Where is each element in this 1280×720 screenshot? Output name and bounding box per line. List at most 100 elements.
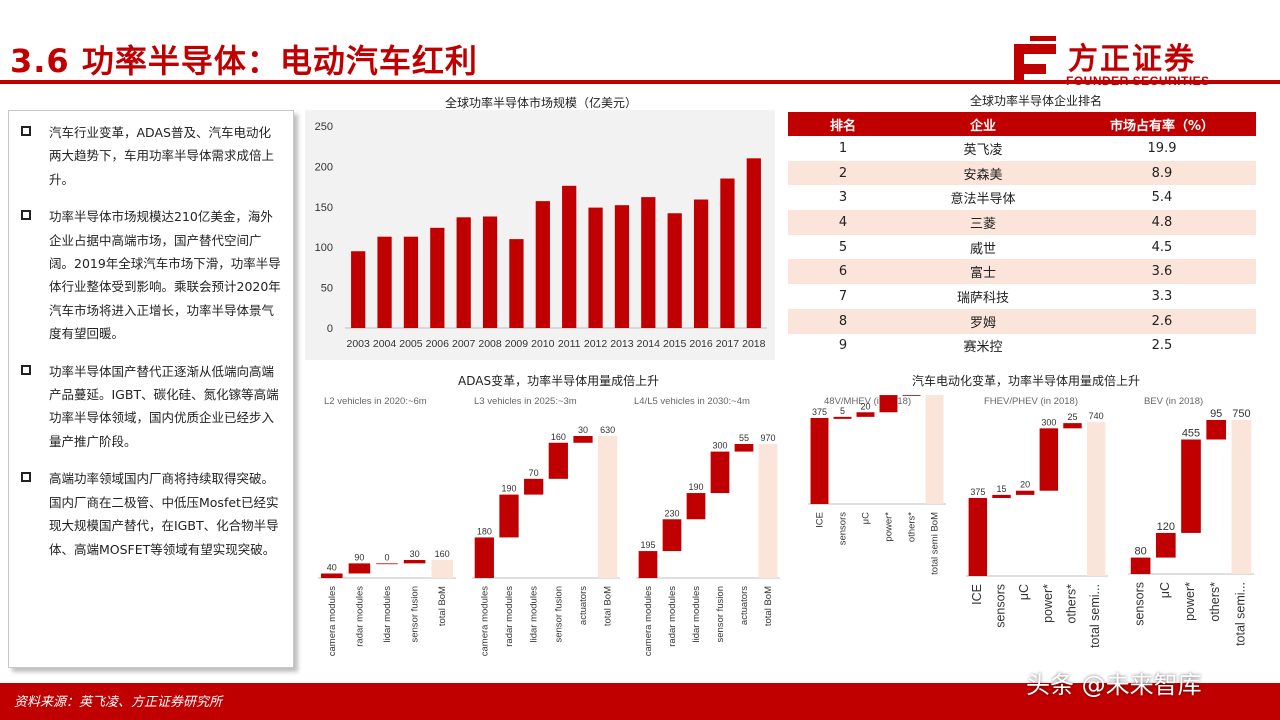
category-label: μC xyxy=(1158,582,1172,598)
category-label: others* xyxy=(1065,584,1079,624)
bar xyxy=(562,185,577,328)
footer-bar: 资料来源：英飞凌、方正证券研究所 xyxy=(0,683,1280,720)
share-cell: 3.3 xyxy=(1068,284,1256,309)
total-bar xyxy=(1231,420,1252,574)
waterfall-bar xyxy=(810,418,829,504)
source-note: 资料来源：英飞凌、方正证券研究所 xyxy=(14,695,223,710)
category-label: ICE xyxy=(815,512,826,528)
data-label: 30 xyxy=(578,425,588,435)
category-label: sensors xyxy=(994,584,1008,628)
waterfall-subtitle: FHEV/PHEV (in 2018) xyxy=(984,396,1078,407)
waterfall-bar xyxy=(902,395,921,396)
waterfall-bar xyxy=(1039,428,1059,491)
table-row: 4 三菱 4.8 xyxy=(788,210,1256,235)
rank-cell: 9 xyxy=(788,333,898,359)
bullet-text: 高端功率领域国内厂商将持续取得突破。国内厂商在二极管、中低压Mosfet已经实现… xyxy=(49,471,279,557)
table-row: 2 安森美 8.9 xyxy=(788,160,1256,186)
waterfall-bar xyxy=(403,560,426,564)
category-label: power* xyxy=(884,512,895,542)
category-label: lidar modules xyxy=(529,586,540,643)
column-header-company: 企业 xyxy=(898,112,1068,136)
bar xyxy=(667,213,682,328)
category-label: power* xyxy=(1041,584,1055,623)
x-tick-label: 2004 xyxy=(373,338,397,350)
column-header-share: 市场占有率（%） xyxy=(1068,112,1256,136)
bar xyxy=(456,217,471,328)
share-cell: 5.4 xyxy=(1068,185,1256,211)
category-label: actuators xyxy=(578,586,589,625)
category-label: actuators xyxy=(739,586,750,625)
waterfall-bar xyxy=(1015,490,1035,495)
waterfall-bar xyxy=(879,395,898,413)
table-row: 7 瑞萨科技 3.3 xyxy=(788,284,1256,309)
bullet-item: 功率半导体国产替代正逐渐从低端向高端产品蔓延。IGBT、碳化硅、氮化镓等高端功率… xyxy=(21,360,283,454)
x-tick-label: 2011 xyxy=(558,338,581,350)
bar xyxy=(693,199,709,328)
data-label: 475 xyxy=(927,392,942,394)
data-label: 70 xyxy=(529,468,539,478)
bar xyxy=(482,216,498,328)
table-row: 3 意法半导体 5.4 xyxy=(788,185,1256,211)
waterfall-bar xyxy=(856,412,875,417)
data-label: 95 xyxy=(1210,408,1222,420)
category-label: sensor fusion xyxy=(410,586,421,643)
waterfall-subtitle: BEV (in 2018) xyxy=(1144,396,1203,407)
waterfall-chart-bev: BEV (in 2018) 80 sensors 120 μC 455 power* 95 ot… xyxy=(1128,396,1254,646)
waterfall-bar xyxy=(638,551,658,578)
category-label: radar modules xyxy=(504,586,515,647)
category-label: sensor fusion xyxy=(715,586,726,643)
rank-cell: 3 xyxy=(788,185,898,211)
x-tick-label: 2018 xyxy=(742,338,766,350)
rank-cell: 7 xyxy=(788,284,898,309)
category-label: total semi... xyxy=(1088,584,1102,648)
data-label: 75 xyxy=(883,392,893,394)
square-bullet-icon xyxy=(21,364,31,375)
x-tick-label: 2007 xyxy=(452,338,476,350)
y-tick-label: 0 xyxy=(327,323,333,335)
bar xyxy=(588,207,603,328)
market-size-chart-panel: 0 50 100 150 200 250 2003 2004 2005 2006 2007 2008 2… xyxy=(305,110,775,360)
waterfall-chart-l3: L3 vehicles in 2025:~3m 180 camera modules… xyxy=(472,396,620,656)
rank-cell: 2 xyxy=(788,160,898,186)
waterfall-bar xyxy=(1130,557,1151,574)
bar xyxy=(641,197,656,328)
waterfall-bar xyxy=(1206,420,1227,440)
bullet-text: 汽车行业变革，ADAS普及、汽车电动化两大趋势下，车用功率半导体需求成倍上升。 xyxy=(49,125,275,187)
bar xyxy=(509,239,524,328)
page-title: 3.6 功率半导体：电动汽车红利 xyxy=(10,42,478,80)
ranking-table-body: 1 英飞凌 19.9 2 安森美 8.9 3 意法半导体 5.4 4 三菱 4.8 5 威世 4.5 6 富士 3… xyxy=(788,136,1256,359)
data-label: 160 xyxy=(435,549,450,559)
data-label: 375 xyxy=(812,407,827,417)
x-tick-label: 2006 xyxy=(426,338,450,350)
title-divider xyxy=(0,80,1280,84)
waterfall-subtitle: L2 vehicles in 2020:~6m xyxy=(324,396,427,407)
square-bullet-icon xyxy=(21,126,31,136)
bar xyxy=(535,201,550,328)
square-bullet-icon xyxy=(21,472,31,483)
table-row: 8 罗姆 2.6 xyxy=(788,308,1256,334)
category-label: camera modules xyxy=(479,586,490,656)
data-label: 55 xyxy=(739,433,749,443)
category-label: power* xyxy=(1183,582,1197,621)
data-label: 970 xyxy=(760,433,775,443)
waterfall-chart-l2: L2 vehicles in 2020:~6m 40 camera modules 9… xyxy=(318,396,456,656)
data-label: 40 xyxy=(327,563,337,573)
total-bar xyxy=(598,436,618,578)
company-logo: 方正证券 FOUNDER SECURITIES xyxy=(1006,34,1236,88)
column-header-rank: 排名 xyxy=(788,112,898,136)
x-tick-label: 2016 xyxy=(689,338,713,350)
data-label: 25 xyxy=(1067,412,1077,422)
category-label: ICE xyxy=(970,584,984,605)
waterfall-bar xyxy=(548,442,568,479)
waterfall-subtitle: 48V/MHEV (in 2018) xyxy=(824,396,911,407)
x-tick-label: 2015 xyxy=(663,338,687,350)
company-cell: 三菱 xyxy=(898,210,1068,235)
data-label: 0 xyxy=(384,552,389,562)
waterfall-bar xyxy=(321,573,343,578)
ranking-table: 排名 企业 市场占有率（%） 1 英飞凌 19.9 2 安森美 8.9 3 意法半导体 5.4 4… xyxy=(788,112,1256,359)
market-size-chart-title: 全球功率半导体市场规模（亿美元） xyxy=(445,96,638,110)
bar xyxy=(377,236,392,328)
bar xyxy=(403,236,419,328)
table-row: 6 富士 3.6 xyxy=(788,259,1256,285)
share-cell: 8.9 xyxy=(1068,160,1256,186)
